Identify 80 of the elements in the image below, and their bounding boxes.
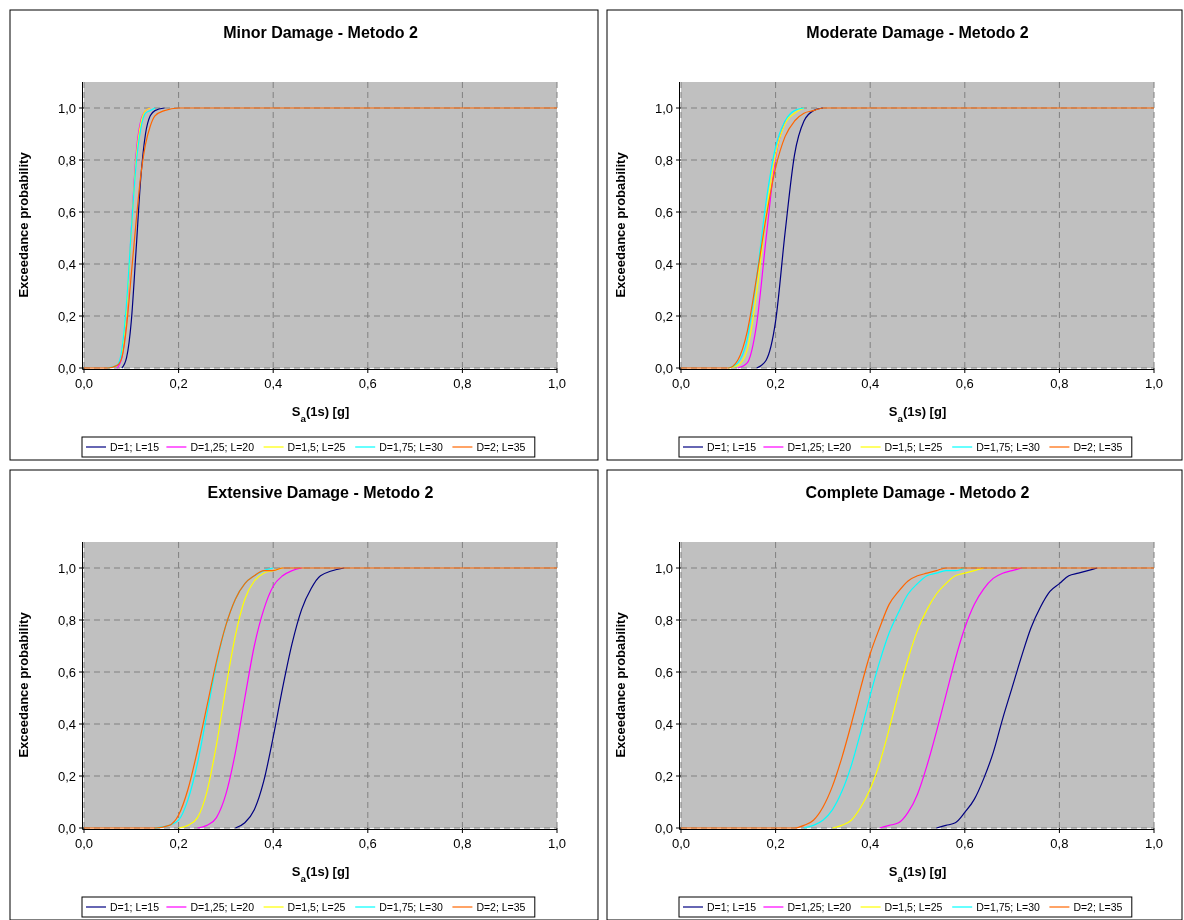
x-axis-title: S$_{a}$(1s) [g] bbox=[888, 864, 947, 884]
x-tick-label: 0,2 bbox=[766, 836, 785, 851]
legend-label: D=1; L=15 bbox=[707, 441, 757, 453]
y-tick-label: 0,6 bbox=[654, 664, 673, 680]
y-tick-label: 0,6 bbox=[654, 204, 673, 220]
y-tick-label: 1,0 bbox=[57, 560, 76, 576]
legend-label: D=1,25; L=20 bbox=[787, 901, 852, 913]
legend-label: D=1,75; L=30 bbox=[379, 441, 443, 453]
y-tick-label: 1,0 bbox=[57, 100, 76, 116]
y-axis-title: Exceedance probability bbox=[613, 611, 628, 758]
x-axis-title: S$_{a}$(1s) [g] bbox=[291, 864, 350, 884]
legend-label: D=1; L=15 bbox=[707, 901, 757, 913]
y-tick-label: 0,0 bbox=[57, 360, 76, 376]
x-tick-label: 0,4 bbox=[861, 836, 880, 851]
y-tick-label: 0,2 bbox=[654, 308, 673, 324]
x-tick-label: 0,2 bbox=[169, 836, 188, 851]
y-tick-label: 0,0 bbox=[57, 820, 76, 836]
y-axis-title: Exceedance probability bbox=[16, 611, 31, 758]
chart-title: Moderate Damage - Metodo 2 bbox=[806, 24, 1029, 41]
chart-title: Complete Damage - Metodo 2 bbox=[805, 484, 1030, 501]
x-tick-label: 1,0 bbox=[547, 376, 567, 391]
x-tick-label: 0,4 bbox=[264, 836, 283, 851]
legend-label: D=1,75; L=30 bbox=[379, 901, 443, 913]
x-tick-label: 0,0 bbox=[671, 836, 691, 851]
x-tick-label: 0,4 bbox=[861, 376, 880, 391]
legend-label: D=1,75; L=30 bbox=[976, 901, 1040, 913]
x-tick-label: 0,2 bbox=[766, 376, 785, 391]
x-axis-title: S$_{a}$(1s) [g] bbox=[291, 404, 350, 424]
legend-label: D=1; L=15 bbox=[110, 901, 160, 913]
x-tick-label: 0,0 bbox=[74, 376, 94, 391]
y-tick-label: 0,0 bbox=[654, 820, 673, 836]
legend-label: D=2; L=35 bbox=[476, 441, 526, 453]
y-tick-label: 1,0 bbox=[654, 100, 673, 116]
x-tick-label: 0,6 bbox=[358, 376, 377, 391]
legend-label: D=2; L=35 bbox=[1073, 901, 1123, 913]
y-tick-label: 0,2 bbox=[654, 768, 673, 784]
y-tick-label: 0,6 bbox=[57, 204, 76, 220]
x-tick-label: 1,0 bbox=[547, 836, 567, 851]
x-tick-label: 0,2 bbox=[169, 376, 188, 391]
y-tick-label: 0,4 bbox=[57, 716, 76, 732]
legend-label: D=1,5; L=25 bbox=[287, 441, 346, 453]
y-tick-label: 0,2 bbox=[57, 308, 76, 324]
chart-title: Minor Damage - Metodo 2 bbox=[223, 24, 418, 41]
y-tick-label: 0,8 bbox=[654, 612, 673, 628]
x-tick-label: 0,0 bbox=[671, 376, 691, 391]
y-tick-label: 0,8 bbox=[654, 152, 673, 168]
x-tick-label: 0,8 bbox=[453, 376, 472, 391]
x-tick-label: 0,6 bbox=[955, 836, 974, 851]
x-tick-label: 0,8 bbox=[1050, 376, 1069, 391]
x-tick-label: 1,0 bbox=[1144, 376, 1164, 391]
legend-label: D=1,25; L=20 bbox=[787, 441, 852, 453]
y-tick-label: 0,4 bbox=[654, 716, 673, 732]
legend-label: D=1,25; L=20 bbox=[190, 441, 255, 453]
x-tick-label: 1,0 bbox=[1144, 836, 1164, 851]
x-tick-label: 0,6 bbox=[955, 376, 974, 391]
chart-title: Extensive Damage - Metodo 2 bbox=[207, 484, 434, 501]
x-tick-label: 0,8 bbox=[1050, 836, 1069, 851]
y-tick-label: 1,0 bbox=[654, 560, 673, 576]
y-tick-label: 0,4 bbox=[654, 256, 673, 272]
x-tick-label: 0,4 bbox=[264, 376, 283, 391]
y-tick-label: 0,8 bbox=[57, 612, 76, 628]
y-tick-label: 0,2 bbox=[57, 768, 76, 784]
legend-label: D=1,5; L=25 bbox=[884, 901, 943, 913]
y-tick-label: 0,6 bbox=[57, 664, 76, 680]
legend-label: D=1,5; L=25 bbox=[287, 901, 346, 913]
x-tick-label: 0,8 bbox=[453, 836, 472, 851]
legend-label: D=2; L=35 bbox=[476, 901, 526, 913]
legend-label: D=1,5; L=25 bbox=[884, 441, 943, 453]
y-tick-label: 0,8 bbox=[57, 152, 76, 168]
y-axis-title: Exceedance probability bbox=[16, 151, 31, 298]
legend-label: D=2; L=35 bbox=[1073, 441, 1123, 453]
legend-label: D=1,75; L=30 bbox=[976, 441, 1040, 453]
legend-label: D=1; L=15 bbox=[110, 441, 160, 453]
x-tick-label: 0,0 bbox=[74, 836, 94, 851]
y-tick-label: 0,0 bbox=[654, 360, 673, 376]
y-axis-title: Exceedance probability bbox=[613, 151, 628, 298]
legend-label: D=1,25; L=20 bbox=[190, 901, 255, 913]
x-tick-label: 0,6 bbox=[358, 836, 377, 851]
x-axis-title: S$_{a}$(1s) [g] bbox=[888, 404, 947, 424]
y-tick-label: 0,4 bbox=[57, 256, 76, 272]
